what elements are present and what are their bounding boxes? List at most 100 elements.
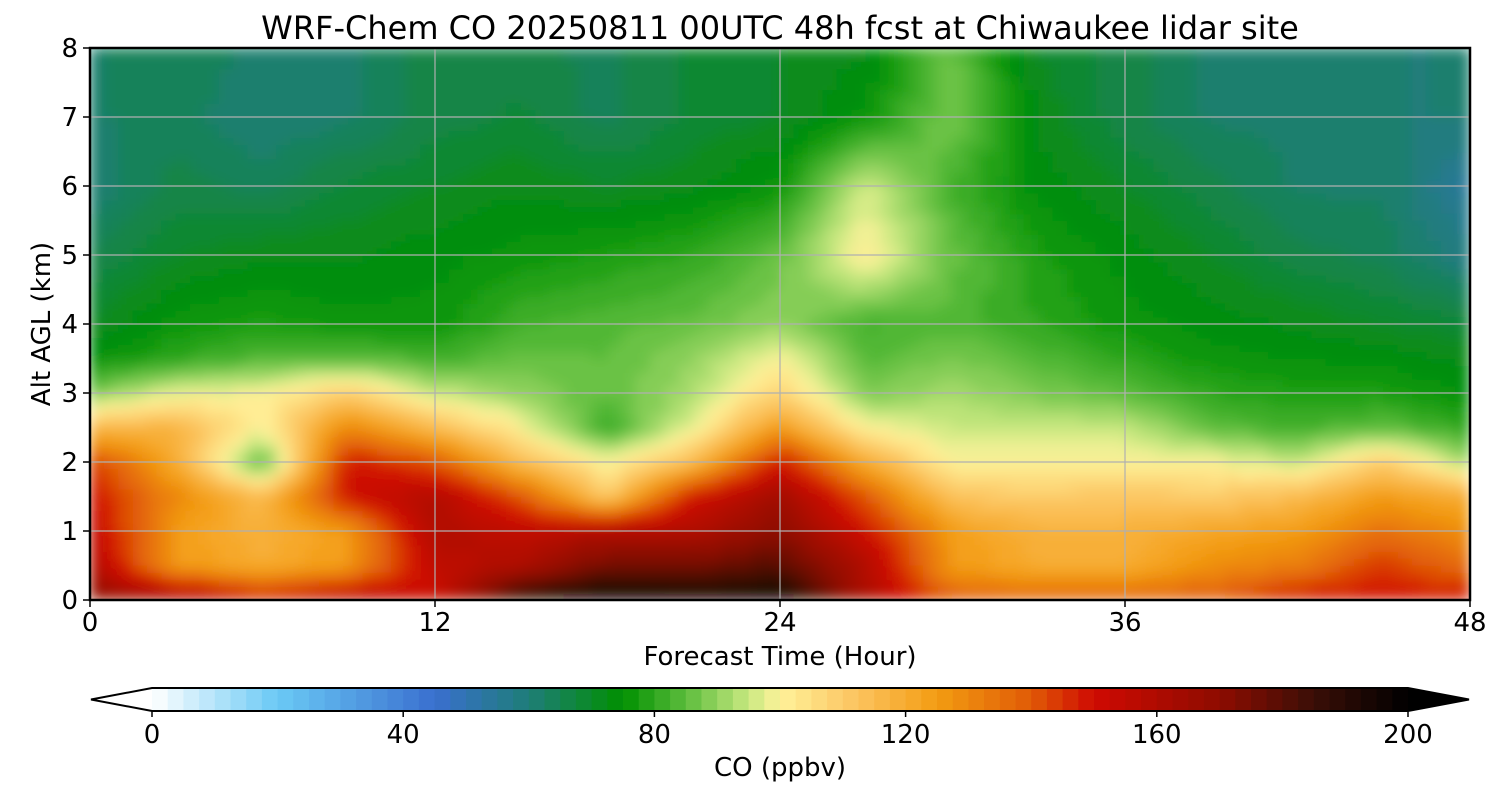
co-cell [103, 261, 120, 270]
co-cell [563, 489, 580, 498]
co-cell [937, 81, 954, 90]
co-cell [319, 502, 335, 511]
co-cell [535, 123, 551, 132]
co-cell [204, 378, 220, 387]
co-cell [851, 433, 867, 442]
co-cell [836, 495, 853, 504]
co-cell [750, 357, 767, 366]
co-cell [434, 364, 450, 373]
co-cell [650, 81, 666, 90]
co-cell [951, 171, 968, 180]
co-cell [90, 61, 105, 70]
co-cell [348, 509, 364, 518]
co-cell [808, 378, 824, 387]
co-cell [980, 564, 997, 573]
co-cell [477, 254, 494, 263]
co-cell [779, 516, 795, 525]
co-cell [204, 185, 220, 194]
co-cell [592, 344, 609, 353]
co-cell [190, 288, 206, 297]
co-cell [204, 489, 220, 498]
co-cell [621, 523, 637, 532]
co-cell [276, 302, 292, 311]
co-cell [376, 254, 393, 263]
co-cell [650, 157, 666, 166]
co-cell [549, 137, 565, 146]
co-cell [951, 144, 968, 153]
co-cell [506, 509, 522, 518]
co-cell [233, 475, 249, 484]
co-cell [650, 399, 666, 408]
co-cell [276, 144, 292, 153]
co-cell [923, 178, 939, 187]
co-cell [808, 351, 824, 360]
co-cell [319, 564, 335, 573]
co-cell [908, 578, 925, 587]
co-cell [793, 213, 810, 222]
co-cell [247, 413, 264, 422]
co-cell [305, 199, 321, 208]
co-cell [132, 178, 149, 187]
co-cell [635, 240, 652, 249]
co-cell [851, 544, 867, 553]
co-cell [836, 323, 853, 332]
co-cell [103, 254, 120, 263]
co-cell [118, 468, 134, 477]
co-cell [333, 54, 350, 63]
co-cell [463, 337, 479, 346]
co-cell [693, 530, 709, 539]
co-cell [707, 378, 724, 387]
co-cell [477, 109, 494, 118]
co-cell [434, 475, 450, 484]
co-cell [333, 130, 350, 139]
co-cell [376, 585, 393, 594]
co-cell [951, 206, 968, 215]
co-cell [90, 371, 105, 380]
co-cell [348, 226, 364, 235]
co-cell [592, 482, 609, 491]
co-cell [563, 475, 580, 484]
co-cell [448, 578, 465, 587]
co-cell [937, 123, 954, 132]
co-cell [146, 137, 163, 146]
co-cell [463, 130, 479, 139]
co-cell [535, 578, 551, 587]
co-cell [348, 585, 364, 594]
co-cell [132, 502, 149, 511]
co-cell [635, 544, 652, 553]
co-cell [549, 323, 565, 332]
co-cell [506, 426, 522, 435]
co-cell [161, 378, 177, 387]
co-cell [606, 102, 623, 111]
co-cell [836, 468, 853, 477]
co-cell [549, 144, 565, 153]
co-cell [132, 337, 149, 346]
co-cell [693, 81, 709, 90]
co-cell [161, 144, 177, 153]
co-cell [146, 254, 163, 263]
co-cell [736, 226, 752, 235]
co-cell [808, 558, 824, 567]
co-cell [463, 585, 479, 594]
co-cell [477, 502, 494, 511]
co-cell [535, 109, 551, 118]
co-cell [405, 530, 422, 539]
co-cell [836, 454, 853, 463]
co-cell [405, 426, 422, 435]
co-cell [103, 157, 120, 166]
co-cell [865, 447, 882, 456]
co-cell [678, 371, 695, 380]
co-cell [621, 371, 637, 380]
co-cell [836, 206, 853, 215]
co-cell [118, 578, 134, 587]
co-cell [951, 454, 968, 463]
co-cell [606, 551, 623, 560]
co-cell [908, 495, 925, 504]
co-cell [736, 509, 752, 518]
co-cell [951, 357, 968, 366]
co-cell [190, 392, 206, 401]
co-cell [966, 489, 982, 498]
co-cell [118, 585, 134, 594]
co-cell [261, 502, 278, 511]
co-cell [822, 426, 839, 435]
